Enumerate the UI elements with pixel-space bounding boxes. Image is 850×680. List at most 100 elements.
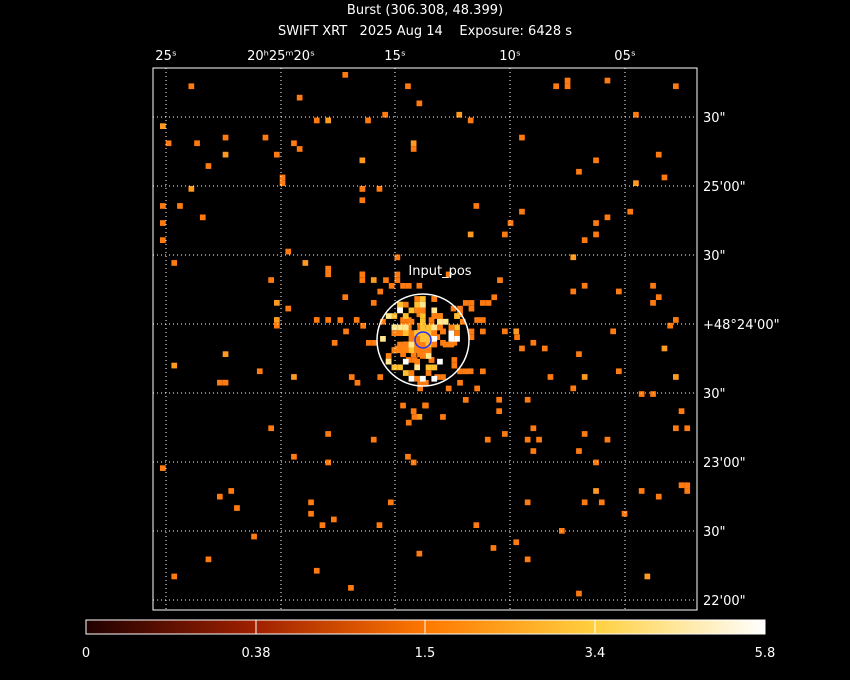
pixel: [291, 453, 297, 460]
pixel: [380, 336, 386, 342]
pixel: [448, 341, 455, 348]
pixel: [405, 283, 412, 289]
pixel: [319, 522, 326, 528]
pixel: [410, 351, 417, 357]
pixel: [621, 510, 628, 517]
pixel: [217, 493, 223, 500]
pixel: [655, 151, 662, 158]
pixel: [644, 573, 651, 580]
pixel: [308, 499, 314, 506]
pixel: [467, 368, 474, 375]
pixel: [451, 362, 458, 369]
pixel: [570, 385, 577, 392]
top-tick-label: 25ˢ: [155, 49, 177, 64]
pixel: [474, 385, 480, 392]
top-tick-label: 20ʰ25ᵐ20ˢ: [247, 49, 315, 64]
pixel: [650, 391, 656, 397]
title: Burst (306.308, 48.399): [347, 3, 503, 18]
pixel: [437, 358, 443, 365]
pixel: [420, 307, 426, 314]
pixel: [302, 260, 309, 266]
pixel: [448, 330, 455, 336]
pixel: [673, 425, 679, 432]
pixel: [397, 307, 403, 314]
pixel: [454, 313, 460, 319]
pixel: [325, 459, 331, 466]
pixel: [274, 322, 280, 329]
pixel: [402, 358, 409, 365]
pixel: [468, 328, 475, 335]
pixel: [420, 296, 426, 302]
pixel: [524, 499, 531, 506]
pixel: [420, 324, 426, 331]
pixel: [684, 488, 691, 494]
pixel: [484, 436, 491, 443]
grid: [153, 68, 697, 610]
colorbar-label: 0.38: [242, 646, 271, 661]
pixel: [480, 368, 486, 375]
pixel: [519, 345, 525, 352]
pixel: [376, 186, 383, 192]
pixel: [667, 322, 673, 329]
pixel: [423, 402, 429, 409]
pixel: [467, 231, 474, 238]
pixel: [456, 111, 463, 118]
pixel: [402, 313, 409, 319]
pixel: [457, 311, 463, 318]
pixel: [353, 317, 360, 323]
right-tick-label: 30": [703, 111, 726, 126]
pixel: [414, 336, 420, 342]
pixel: [604, 436, 611, 443]
pixel: [228, 488, 235, 494]
pixel: [650, 300, 656, 306]
pixel: [313, 567, 320, 574]
pixel: [474, 317, 480, 323]
pixel: [416, 282, 423, 289]
pixel: [513, 328, 520, 335]
pixel: [397, 347, 403, 354]
pixel: [376, 522, 383, 528]
pixel: [165, 140, 172, 147]
pixel: [385, 353, 392, 359]
pixel: [437, 313, 443, 319]
pixel: [428, 317, 435, 323]
right-tick-label: 22'00": [703, 594, 746, 609]
pixel: [171, 260, 178, 266]
pixel: [171, 573, 178, 580]
pixel: [416, 550, 423, 557]
source-region: [376, 293, 470, 387]
right-tick-label: 25'00": [703, 180, 746, 195]
pixel: [638, 488, 645, 494]
pixel: [530, 339, 537, 346]
pixel: [285, 248, 292, 255]
pixel: [468, 305, 475, 312]
pixel: [370, 300, 377, 306]
pixel: [405, 453, 411, 460]
pixel: [524, 396, 531, 403]
pixel: [425, 336, 432, 342]
pixel: [420, 318, 426, 325]
pixel: [496, 396, 502, 403]
pixel: [437, 324, 443, 331]
pixel: [359, 277, 366, 283]
pixel: [402, 324, 409, 331]
pixel: [391, 330, 398, 336]
pixel: [454, 336, 460, 342]
pixel: [291, 374, 297, 380]
pixel: [405, 419, 412, 426]
pixel: [380, 318, 386, 325]
pixel: [385, 313, 392, 319]
top-tick-label: 10ˢ: [499, 49, 521, 64]
pixel: [536, 436, 542, 443]
pixel: [411, 414, 418, 420]
pixel: [473, 522, 480, 528]
pixel: [408, 307, 415, 314]
pixel: [160, 203, 166, 209]
pixel: [457, 379, 463, 386]
pixel: [673, 83, 679, 90]
pixel: [188, 186, 195, 192]
pixel: [678, 482, 685, 489]
pixel: [462, 397, 469, 403]
pixel: [408, 347, 415, 354]
